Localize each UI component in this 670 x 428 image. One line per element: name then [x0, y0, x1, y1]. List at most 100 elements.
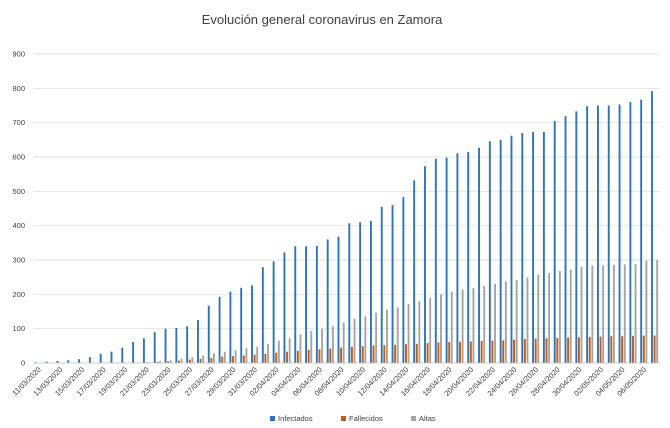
- bar-fallecidos: [156, 361, 159, 363]
- bar-altas: [288, 338, 291, 363]
- bar-infectados: [229, 291, 232, 363]
- bar-infectados: [88, 357, 91, 363]
- bar-altas: [472, 288, 475, 363]
- bar-fallecidos: [523, 338, 526, 363]
- x-axis-labels: 11/03/202013/03/202015/03/202017/03/2020…: [10, 365, 648, 398]
- bar-altas: [396, 307, 399, 363]
- bar-altas: [223, 351, 226, 363]
- bar-infectados: [369, 220, 372, 363]
- bar-altas: [158, 361, 161, 363]
- bar-infectados: [45, 361, 48, 363]
- bar-altas: [450, 291, 453, 363]
- legend-label: Fallecidos: [349, 414, 383, 423]
- bar-infectados: [132, 342, 135, 363]
- bar-infectados: [651, 91, 653, 363]
- bar-infectados: [380, 206, 383, 363]
- bar-infectados: [142, 338, 145, 363]
- bar-infectados: [488, 141, 491, 363]
- bar-infectados: [596, 105, 599, 363]
- bar-altas: [623, 264, 626, 363]
- series-fallecidos: [123, 335, 656, 363]
- bar-infectados: [283, 252, 286, 363]
- bar-fallecidos: [621, 336, 624, 363]
- legend: Infectados Fallecidos Altas: [270, 414, 436, 423]
- legend-swatch: [411, 416, 416, 421]
- bar-fallecidos: [383, 345, 386, 363]
- bar-altas: [558, 270, 561, 363]
- bar-fallecidos: [577, 337, 580, 363]
- bar-fallecidos: [232, 356, 234, 363]
- bar-infectados: [553, 120, 556, 363]
- bar-infectados: [197, 320, 199, 363]
- bar-fallecidos: [653, 335, 656, 363]
- y-tick-label: 700: [12, 118, 25, 127]
- legend-label: Infectados: [278, 414, 313, 423]
- bar-altas: [504, 281, 507, 363]
- bar-fallecidos: [286, 351, 288, 363]
- bar-infectados: [618, 104, 621, 363]
- bar-infectados: [261, 267, 264, 363]
- bar-infectados: [207, 305, 210, 363]
- bar-infectados: [478, 147, 480, 363]
- legend-item-fallecidos: Fallecidos: [341, 414, 383, 423]
- bar-altas: [548, 273, 551, 363]
- bar-fallecidos: [264, 353, 267, 363]
- legend-swatch: [270, 416, 275, 421]
- legend-item-altas: Altas: [411, 414, 436, 423]
- y-tick-label: 100: [12, 324, 25, 333]
- bar-altas: [331, 326, 334, 363]
- bar-fallecidos: [567, 337, 570, 363]
- y-axis-labels: 0 100 200 300 400 500 600 700 800 900: [12, 50, 25, 368]
- legend-swatch: [341, 416, 346, 421]
- bar-altas: [613, 264, 615, 363]
- bar-altas: [461, 289, 464, 363]
- bar-infectados: [315, 245, 318, 363]
- bar-fallecidos: [405, 344, 407, 363]
- bar-fallecidos: [556, 337, 559, 363]
- bar-infectados: [467, 151, 470, 363]
- bar-fallecidos: [350, 346, 353, 363]
- bar-infectados: [121, 347, 124, 363]
- y-tick-label: 400: [12, 221, 25, 230]
- y-tick-label: 500: [12, 187, 25, 196]
- y-tick-label: 900: [12, 50, 25, 59]
- y-tick-label: 600: [12, 153, 25, 162]
- bar-fallecidos: [167, 361, 170, 363]
- bar-fallecidos: [534, 338, 537, 363]
- bar-infectados: [359, 222, 362, 363]
- bars: [34, 91, 659, 363]
- bar-infectados: [391, 205, 394, 363]
- bar-altas: [180, 358, 183, 363]
- bar-infectados: [348, 223, 351, 363]
- bar-infectados: [456, 153, 459, 363]
- bar-altas: [245, 348, 248, 363]
- bar-fallecidos: [394, 344, 397, 363]
- bar-infectados: [78, 359, 80, 363]
- bar-infectados: [629, 102, 632, 363]
- bar-infectados: [240, 287, 243, 363]
- bar-altas: [353, 318, 356, 363]
- bar-infectados: [251, 285, 253, 363]
- bar-infectados: [445, 157, 448, 363]
- bar-altas: [321, 328, 324, 363]
- bar-altas: [440, 294, 442, 363]
- bar-infectados: [575, 111, 578, 363]
- bar-altas: [656, 260, 659, 363]
- bar-altas: [277, 340, 280, 363]
- bar-infectados: [175, 327, 178, 363]
- bar-altas: [526, 277, 529, 363]
- bar-infectados: [424, 166, 426, 363]
- bar-infectados: [434, 158, 437, 363]
- legend-label: Altas: [419, 414, 436, 423]
- bar-infectados: [99, 353, 102, 363]
- y-tick-label: 200: [12, 290, 25, 299]
- bar-fallecidos: [242, 355, 245, 363]
- series-altas: [148, 260, 659, 363]
- series-infectados: [34, 91, 653, 363]
- bar-altas: [515, 279, 518, 363]
- bar-infectados: [67, 360, 70, 363]
- bar-altas: [418, 301, 421, 363]
- bar-fallecidos: [513, 339, 516, 363]
- bar-altas: [580, 266, 583, 363]
